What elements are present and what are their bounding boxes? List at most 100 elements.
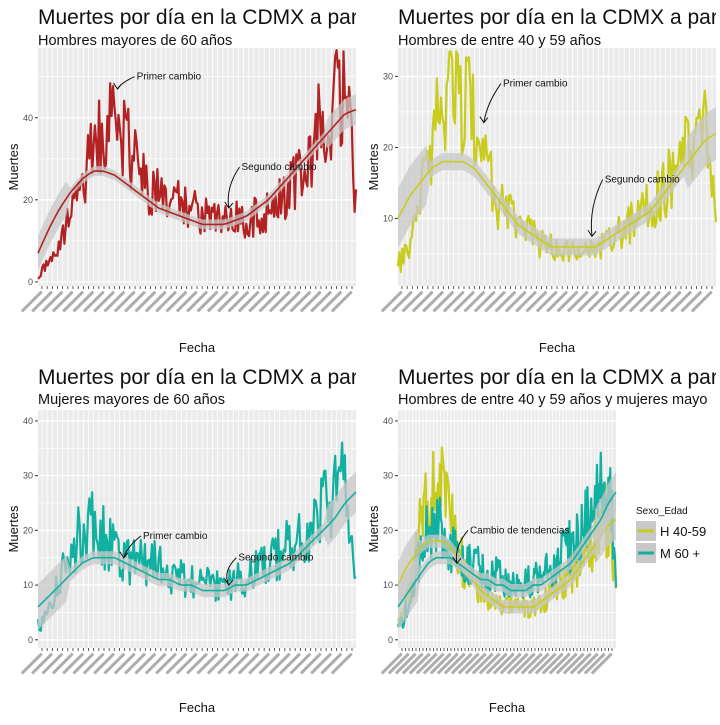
x-tick-label-mark xyxy=(436,652,459,675)
x-tick-label-mark xyxy=(485,652,508,675)
x-tick-label-mark xyxy=(279,290,302,313)
annotation-arrow xyxy=(590,179,604,237)
x-axis-label: Fecha xyxy=(539,340,576,355)
x-tick-label-mark xyxy=(82,290,105,313)
x-tick-label-mark xyxy=(41,290,64,313)
x-tick-label-mark xyxy=(144,290,167,313)
x-tick-label-mark xyxy=(330,652,353,675)
x-tick-label-mark xyxy=(484,290,507,313)
x-tick-label-mark xyxy=(299,290,322,313)
y-tick-label: 10 xyxy=(383,214,393,224)
x-tick-label-mark xyxy=(227,652,250,675)
x-tick-label-mark xyxy=(144,652,167,675)
x-tick-label-mark xyxy=(217,290,240,313)
x-tick-label-mark xyxy=(51,290,74,313)
y-tick-label: 30 xyxy=(383,471,393,481)
annotation-label: Primer cambio xyxy=(143,531,208,542)
x-tick-label-mark xyxy=(186,652,209,675)
annotation-label: Segundo cambio xyxy=(238,553,313,564)
chart-title: Muertes por día en la CDMX a partir xyxy=(38,366,375,389)
chart-panel-1: Muertes por día en la CDMX a partir Hombr… xyxy=(6,6,358,355)
smooth-confidence-band xyxy=(398,107,716,256)
smooth-trend-line xyxy=(37,491,357,608)
y-tick-label: 0 xyxy=(388,635,393,645)
x-tick-label-mark xyxy=(155,652,178,675)
x-tick-label-mark xyxy=(411,290,434,313)
x-tick-label-mark xyxy=(248,290,271,313)
x-tick-label-mark xyxy=(391,290,414,313)
y-tick-label: 20 xyxy=(383,142,393,152)
annotation-arrow-head xyxy=(119,551,129,559)
x-tick-label-mark xyxy=(248,652,271,675)
legend-item-label: H 40-59 xyxy=(660,524,706,539)
x-tick-label-mark xyxy=(506,652,529,675)
chart-panel-4: Muertes por día en la CDMX a partir Hombr… xyxy=(366,366,716,715)
x-tick-label-mark xyxy=(31,290,54,313)
y-axis-label: Muertes xyxy=(6,143,21,190)
annotation-arrow-head xyxy=(113,82,122,90)
x-tick-label-mark xyxy=(541,652,564,675)
x-tick-label-mark xyxy=(299,652,322,675)
annotation-arrow-head xyxy=(224,201,234,209)
x-tick-label-mark xyxy=(113,290,136,313)
x-tick-label-mark xyxy=(310,290,333,313)
x-tick-label-mark xyxy=(113,652,136,675)
x-tick-label-mark xyxy=(569,652,592,675)
x-tick-label-mark xyxy=(380,290,403,313)
x-axis-label: Fecha xyxy=(179,700,216,715)
x-tick-label-mark xyxy=(82,652,105,675)
smooth-trend-line xyxy=(397,491,617,608)
x-tick-label-mark xyxy=(525,290,548,313)
y-tick-label: 30 xyxy=(23,471,33,481)
x-tick-label-mark xyxy=(93,652,116,675)
x-tick-label-mark xyxy=(478,652,501,675)
chart-subtitle: Hombres de entre 40 y 59 años y mujeres … xyxy=(398,392,707,408)
annotation-arrow xyxy=(455,530,469,564)
x-tick-label-mark xyxy=(186,290,209,313)
x-tick-label-mark xyxy=(124,652,147,675)
x-tick-label-mark xyxy=(464,652,487,675)
annotation-label: Segundo cambio xyxy=(242,162,317,173)
x-tick-label-mark xyxy=(566,290,589,313)
chart-panel-3: Muertes por día en la CDMX a partir Mujer… xyxy=(6,366,375,715)
legend: Sexo_Edad H 40-59 M 60 + xyxy=(636,506,706,563)
x-tick-label-mark xyxy=(527,652,550,675)
x-tick-label-mark xyxy=(72,652,95,675)
y-axis-label: Muertes xyxy=(366,143,381,190)
x-tick-label-mark xyxy=(175,652,198,675)
x-tick-label-mark xyxy=(590,652,613,675)
x-tick-label-mark xyxy=(258,290,281,313)
x-tick-label-mark xyxy=(51,652,74,675)
x-tick-label-mark xyxy=(556,290,579,313)
x-tick-label-mark xyxy=(134,290,157,313)
y-tick-label: 30 xyxy=(383,71,393,81)
y-tick-label: 40 xyxy=(23,113,33,123)
y-tick-label: 20 xyxy=(23,525,33,535)
x-tick-label-mark xyxy=(387,652,410,675)
annotation-arrow-head xyxy=(452,556,462,565)
smooth-trend-line xyxy=(397,518,617,608)
x-axis-label: Fecha xyxy=(489,700,526,715)
y-tick-label: 40 xyxy=(383,416,393,426)
x-tick-label-mark xyxy=(394,652,417,675)
x-tick-label-mark xyxy=(597,290,620,313)
x-tick-label-mark xyxy=(471,652,494,675)
smooth-confidence-band xyxy=(398,499,616,614)
x-tick-label-mark xyxy=(134,652,157,675)
x-tick-label-mark xyxy=(608,290,631,313)
x-tick-label-mark xyxy=(175,290,198,313)
chart-title: Muertes por día en la CDMX a partir xyxy=(398,6,720,29)
y-tick-label: 0 xyxy=(28,635,33,645)
x-tick-label-mark xyxy=(268,652,291,675)
annotation-label: Primer cambio xyxy=(137,72,202,83)
x-tick-label-mark xyxy=(103,652,126,675)
x-tick-label-mark xyxy=(576,652,599,675)
x-tick-label-mark xyxy=(639,290,662,313)
x-tick-label-mark xyxy=(494,290,517,313)
x-tick-label-mark xyxy=(429,652,452,675)
x-tick-label-mark xyxy=(227,290,250,313)
x-tick-label-mark xyxy=(513,652,536,675)
annotation-arrow xyxy=(123,535,142,558)
annotation-arrow xyxy=(226,557,237,586)
